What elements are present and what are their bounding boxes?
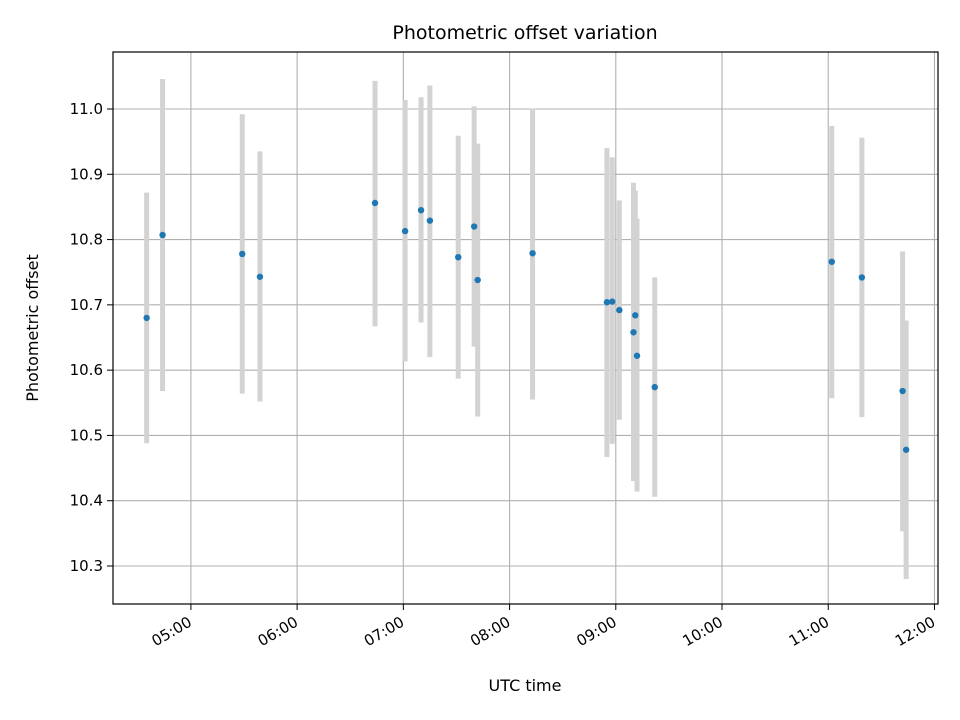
x-axis-title: UTC time xyxy=(489,676,562,695)
data-point xyxy=(899,387,906,395)
data-point xyxy=(371,199,379,207)
data-point xyxy=(474,276,481,284)
data-point xyxy=(426,217,434,224)
data-point xyxy=(401,227,409,235)
y-tick-label: 11.0 xyxy=(70,100,103,118)
data-point xyxy=(616,306,623,314)
data-point xyxy=(858,274,866,281)
y-tick-label: 10.6 xyxy=(70,361,103,379)
y-tick-label: 10.8 xyxy=(70,231,103,249)
data-point xyxy=(828,258,835,265)
data-points xyxy=(143,199,910,453)
y-tick-label: 10.4 xyxy=(70,492,103,510)
data-point xyxy=(470,223,478,230)
data-point xyxy=(256,273,264,280)
data-point xyxy=(902,446,910,453)
data-point xyxy=(651,383,658,391)
data-point xyxy=(632,312,639,319)
chart-title: Photometric offset variation xyxy=(392,22,657,44)
data-point xyxy=(417,206,425,214)
data-point xyxy=(159,231,166,239)
y-tick-label: 10.5 xyxy=(70,426,103,444)
data-point xyxy=(630,329,637,336)
data-point xyxy=(455,253,462,261)
data-point xyxy=(603,299,611,306)
plot-frame xyxy=(112,51,939,605)
data-point xyxy=(143,314,150,322)
data-point xyxy=(633,352,641,359)
y-tick-label: 10.3 xyxy=(70,557,103,575)
y-tick-label: 10.7 xyxy=(70,296,103,314)
y-axis-title: Photometric offset xyxy=(23,254,42,402)
data-point xyxy=(239,250,246,258)
data-point xyxy=(529,250,536,257)
y-axis: 10.3 10.4 10.5 10.6 10.7 10.8 10.9 11.0 xyxy=(70,100,113,575)
y-tick-label: 10.9 xyxy=(70,165,103,183)
data-point xyxy=(609,298,616,305)
